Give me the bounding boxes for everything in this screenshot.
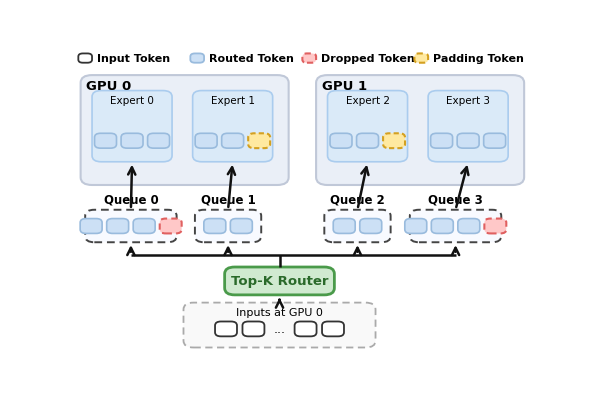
Text: Queue 1: Queue 1 bbox=[201, 192, 255, 206]
FancyBboxPatch shape bbox=[356, 134, 379, 149]
FancyBboxPatch shape bbox=[78, 54, 92, 64]
Text: GPU 1: GPU 1 bbox=[322, 80, 367, 93]
FancyBboxPatch shape bbox=[431, 134, 453, 149]
FancyBboxPatch shape bbox=[428, 91, 508, 162]
FancyBboxPatch shape bbox=[410, 210, 502, 243]
FancyBboxPatch shape bbox=[242, 322, 264, 336]
FancyBboxPatch shape bbox=[204, 219, 226, 234]
FancyBboxPatch shape bbox=[195, 134, 217, 149]
Text: Expert 2: Expert 2 bbox=[346, 96, 389, 106]
FancyBboxPatch shape bbox=[230, 219, 253, 234]
FancyBboxPatch shape bbox=[484, 134, 506, 149]
FancyBboxPatch shape bbox=[322, 322, 344, 336]
Text: Input Token: Input Token bbox=[97, 54, 170, 64]
Text: Queue 3: Queue 3 bbox=[428, 192, 483, 206]
Text: Expert 0: Expert 0 bbox=[110, 96, 154, 106]
FancyBboxPatch shape bbox=[405, 219, 427, 234]
FancyBboxPatch shape bbox=[294, 322, 317, 336]
FancyBboxPatch shape bbox=[92, 91, 172, 162]
FancyBboxPatch shape bbox=[458, 219, 480, 234]
FancyBboxPatch shape bbox=[222, 134, 244, 149]
FancyBboxPatch shape bbox=[327, 91, 408, 162]
Text: Queue 2: Queue 2 bbox=[330, 192, 385, 206]
FancyBboxPatch shape bbox=[215, 322, 237, 336]
FancyBboxPatch shape bbox=[457, 134, 479, 149]
FancyBboxPatch shape bbox=[191, 54, 204, 64]
FancyBboxPatch shape bbox=[360, 219, 382, 234]
FancyBboxPatch shape bbox=[85, 210, 176, 243]
FancyBboxPatch shape bbox=[330, 134, 352, 149]
FancyBboxPatch shape bbox=[148, 134, 169, 149]
Text: Top-K Router: Top-K Router bbox=[231, 275, 328, 288]
Text: Inputs at GPU 0: Inputs at GPU 0 bbox=[236, 308, 323, 318]
Text: Padding Token: Padding Token bbox=[432, 54, 523, 64]
FancyBboxPatch shape bbox=[80, 219, 102, 234]
FancyBboxPatch shape bbox=[316, 76, 524, 186]
FancyBboxPatch shape bbox=[431, 219, 453, 234]
Text: Routed Token: Routed Token bbox=[209, 54, 293, 64]
FancyBboxPatch shape bbox=[160, 219, 182, 234]
FancyBboxPatch shape bbox=[81, 76, 289, 186]
FancyBboxPatch shape bbox=[248, 134, 270, 149]
Text: Dropped Token: Dropped Token bbox=[321, 54, 414, 64]
FancyBboxPatch shape bbox=[107, 219, 129, 234]
FancyBboxPatch shape bbox=[183, 303, 375, 348]
FancyBboxPatch shape bbox=[484, 219, 506, 234]
FancyBboxPatch shape bbox=[302, 54, 316, 64]
Text: Expert 3: Expert 3 bbox=[446, 96, 490, 106]
FancyBboxPatch shape bbox=[324, 210, 391, 243]
FancyBboxPatch shape bbox=[121, 134, 143, 149]
FancyBboxPatch shape bbox=[192, 91, 273, 162]
Text: Queue 0: Queue 0 bbox=[103, 192, 158, 206]
FancyBboxPatch shape bbox=[195, 210, 261, 243]
FancyBboxPatch shape bbox=[94, 134, 116, 149]
FancyBboxPatch shape bbox=[414, 54, 428, 64]
FancyBboxPatch shape bbox=[383, 134, 405, 149]
FancyBboxPatch shape bbox=[133, 219, 155, 234]
FancyBboxPatch shape bbox=[225, 267, 335, 295]
Text: GPU 0: GPU 0 bbox=[86, 80, 132, 93]
FancyBboxPatch shape bbox=[333, 219, 355, 234]
Text: ...: ... bbox=[274, 323, 286, 336]
Text: Expert 1: Expert 1 bbox=[211, 96, 255, 106]
